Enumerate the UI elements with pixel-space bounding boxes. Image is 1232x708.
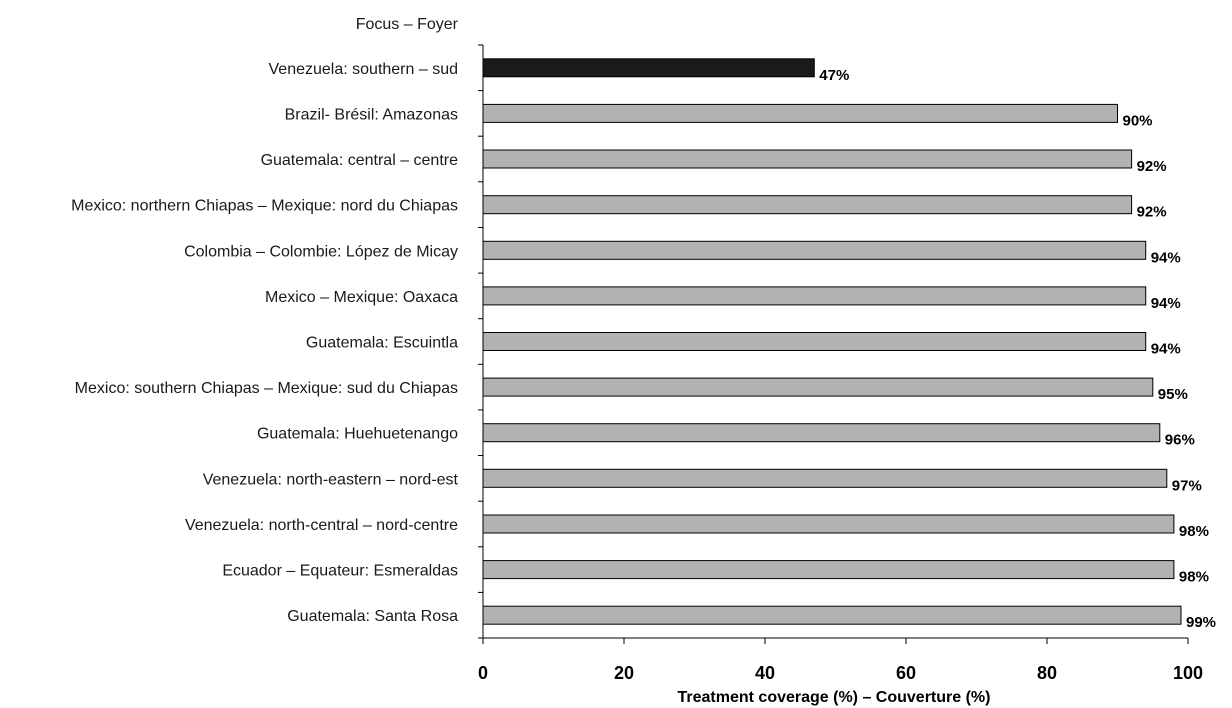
x-tick-label: 40 xyxy=(755,663,775,683)
value-label: 47% xyxy=(819,67,849,84)
value-label: 95% xyxy=(1158,386,1188,403)
x-ticks-group: 0 20 40 60 80 100 xyxy=(478,638,1203,683)
value-label: 99% xyxy=(1186,614,1216,631)
category-label: Colombia – Colombie: López de Micay xyxy=(184,243,458,260)
bar xyxy=(482,423,1161,443)
category-label: Brazil- Brésil: Amazonas xyxy=(285,106,458,123)
x-tick-label: 20 xyxy=(614,663,634,683)
bar xyxy=(482,560,1175,580)
bar xyxy=(482,195,1133,215)
category-label: Mexico: northern Chiapas – Mexique: nord… xyxy=(71,198,458,215)
bar xyxy=(482,149,1133,169)
category-label: Mexico – Mexique: Oaxaca xyxy=(265,289,458,306)
value-label: 94% xyxy=(1151,341,1181,358)
value-label: 98% xyxy=(1179,523,1209,540)
category-label: Venezuela: north-eastern – nord-est xyxy=(203,471,459,488)
category-label: Venezuela: southern – sud xyxy=(269,61,458,78)
bar xyxy=(482,332,1147,351)
bar xyxy=(482,286,1147,306)
x-axis-title: Treatment coverage (%) – Couverture (%) xyxy=(678,689,991,706)
bar xyxy=(482,58,815,78)
x-tick-label: 80 xyxy=(1037,663,1057,683)
value-label: 96% xyxy=(1165,432,1195,449)
value-label: 97% xyxy=(1172,477,1202,494)
value-label: 92% xyxy=(1137,204,1167,221)
value-label: 94% xyxy=(1151,295,1181,312)
bar xyxy=(482,103,1118,123)
bar xyxy=(482,240,1147,260)
category-label: Guatemala: central – centre xyxy=(261,152,459,169)
bar xyxy=(482,605,1182,625)
value-label: 92% xyxy=(1137,158,1167,175)
category-label: Ecuador – Equateur: Esmeraldas xyxy=(222,563,458,580)
value-label: 94% xyxy=(1151,249,1181,266)
x-tick-label: 60 xyxy=(896,663,916,683)
y-ticks-group xyxy=(478,44,483,639)
category-label: Guatemala: Santa Rosa xyxy=(287,608,458,625)
bar xyxy=(482,468,1168,488)
category-label: Mexico: southern Chiapas – Mexique: sud … xyxy=(75,380,458,397)
value-label: 98% xyxy=(1179,569,1209,586)
category-label: Venezuela: north-central – nord-centre xyxy=(185,517,458,534)
x-tick-label: 0 xyxy=(478,663,488,683)
bars-group: 47% Venezuela: southern – sud 90% Brazil- B… xyxy=(71,58,1216,631)
bar xyxy=(482,377,1154,397)
bar xyxy=(482,514,1175,534)
category-header: Focus – Foyer xyxy=(356,16,459,33)
category-label: Guatemala: Escuintla xyxy=(306,335,458,352)
category-label: Guatemala: Huehuetenango xyxy=(257,426,458,443)
value-label: 90% xyxy=(1123,112,1153,129)
x-tick-label: 100 xyxy=(1173,663,1203,683)
